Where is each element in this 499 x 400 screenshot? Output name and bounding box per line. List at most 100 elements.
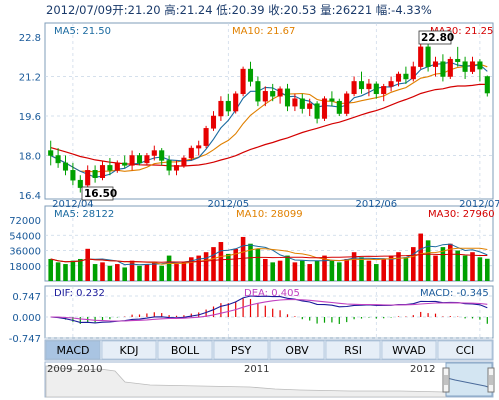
tab-kdj[interactable]: KDJ bbox=[101, 340, 157, 360]
tab-background bbox=[45, 340, 101, 360]
candle-body bbox=[233, 93, 239, 112]
candle-body bbox=[477, 61, 483, 70]
macd-ytick-label: -0.747 bbox=[9, 334, 41, 345]
volume-bar bbox=[107, 265, 113, 281]
candle-body bbox=[85, 170, 91, 186]
volume-bar bbox=[248, 243, 253, 281]
candle-body bbox=[425, 46, 431, 67]
candle-body bbox=[410, 66, 416, 80]
volume-bar bbox=[174, 264, 179, 281]
tab-label: RSI bbox=[344, 344, 362, 357]
candle-body bbox=[351, 81, 357, 95]
volume-bar bbox=[388, 255, 394, 281]
candle-body bbox=[299, 98, 305, 109]
volume-bar bbox=[366, 260, 372, 281]
volume-bar bbox=[137, 265, 142, 281]
candle-body bbox=[366, 83, 372, 90]
candle-body bbox=[447, 58, 453, 77]
candle-body bbox=[344, 93, 350, 114]
volume-bar bbox=[85, 248, 90, 281]
volume-bar bbox=[314, 260, 320, 281]
price-ytick-label: 22.8 bbox=[19, 33, 41, 44]
price-legend-ma5: MA5: 21.50 bbox=[54, 26, 111, 37]
volume-legend-ma5: MA5: 28122 bbox=[54, 209, 114, 220]
volume-bar bbox=[48, 258, 53, 281]
candle-body bbox=[262, 91, 268, 102]
price-ytick-label: 19.6 bbox=[19, 112, 41, 123]
tab-background bbox=[157, 340, 213, 360]
candle-body bbox=[218, 100, 224, 117]
volume-bar bbox=[226, 253, 231, 281]
navigator-label-2011: 2011 bbox=[244, 364, 269, 375]
candle-body bbox=[136, 155, 143, 164]
svg-text:22.80: 22.80 bbox=[421, 32, 454, 44]
tab-wvad[interactable]: WVAD bbox=[381, 340, 437, 360]
volume-panel bbox=[44, 205, 494, 282]
tab-macd[interactable]: MACD bbox=[45, 340, 101, 360]
tab-label: WVAD bbox=[392, 344, 426, 357]
candle-body bbox=[247, 68, 254, 82]
volume-bar bbox=[403, 257, 409, 281]
volume-bar bbox=[322, 255, 327, 281]
volume-bar bbox=[218, 242, 224, 281]
candlestick-series bbox=[48, 37, 490, 193]
tab-label: OBV bbox=[285, 344, 309, 357]
tab-boll[interactable]: BOLL bbox=[157, 340, 213, 360]
date-xtick-label: 2012/04 bbox=[52, 199, 94, 210]
candle-body bbox=[418, 46, 424, 67]
volume-bar bbox=[92, 264, 98, 281]
candle-body bbox=[240, 68, 246, 95]
candle-body bbox=[173, 165, 180, 171]
tab-background bbox=[381, 340, 437, 360]
tab-rsi[interactable]: RSI bbox=[325, 340, 381, 360]
candle-body bbox=[92, 170, 98, 178]
volume-bar bbox=[166, 255, 172, 281]
candle-body bbox=[440, 61, 446, 77]
candle-body bbox=[48, 150, 54, 156]
volume-bar bbox=[78, 258, 83, 281]
low-annotation: 16.50 bbox=[81, 186, 117, 201]
candle-body bbox=[77, 179, 83, 188]
navigator-selection-line bbox=[446, 377, 492, 389]
tab-label: CCI bbox=[456, 344, 475, 357]
candle-body bbox=[196, 145, 202, 149]
tab-cci[interactable]: CCI bbox=[437, 340, 493, 360]
macd-panel bbox=[44, 285, 494, 339]
volume-bar bbox=[418, 233, 423, 281]
navigator-label-2009: 2009 bbox=[47, 364, 72, 375]
tab-label: BOLL bbox=[171, 344, 200, 357]
candle-body bbox=[395, 73, 402, 82]
date-xtick-label: 2012/07 bbox=[459, 199, 499, 210]
high-annotation: 22.80 bbox=[418, 30, 454, 45]
volume-ytick-label: 72000 bbox=[9, 216, 41, 227]
volume-bar bbox=[277, 260, 283, 281]
navigator-history-area bbox=[45, 365, 447, 398]
volume-bar bbox=[344, 258, 349, 281]
candle-body bbox=[432, 61, 439, 67]
volume-bar bbox=[292, 262, 298, 281]
candle-body bbox=[122, 162, 128, 166]
tab-label: PSY bbox=[231, 344, 252, 357]
volume-legend-ma30: MA30: 27960 bbox=[428, 209, 495, 220]
tab-obv[interactable]: OBV bbox=[269, 340, 325, 360]
volume-bar bbox=[396, 252, 401, 281]
navigator-left-handle[interactable] bbox=[442, 367, 450, 393]
candle-body bbox=[462, 61, 468, 72]
volume-bar bbox=[462, 255, 468, 281]
navigator-right-handle[interactable] bbox=[487, 367, 495, 393]
tab-background bbox=[437, 340, 493, 360]
macd-ytick-label: 0.747 bbox=[12, 292, 41, 303]
candle-body bbox=[255, 81, 261, 102]
candle-body bbox=[70, 170, 76, 181]
volume-bar bbox=[129, 260, 135, 281]
volume-bar bbox=[337, 262, 342, 281]
macd-legend-macd: MACD: -0.345 bbox=[420, 288, 489, 299]
ma10-line bbox=[50, 63, 488, 173]
volume-bar bbox=[381, 258, 386, 281]
volume-bar bbox=[433, 255, 438, 281]
candle-body bbox=[307, 103, 313, 109]
tab-psy[interactable]: PSY bbox=[213, 340, 269, 360]
candle-body bbox=[388, 81, 394, 87]
candle-body bbox=[455, 58, 461, 62]
